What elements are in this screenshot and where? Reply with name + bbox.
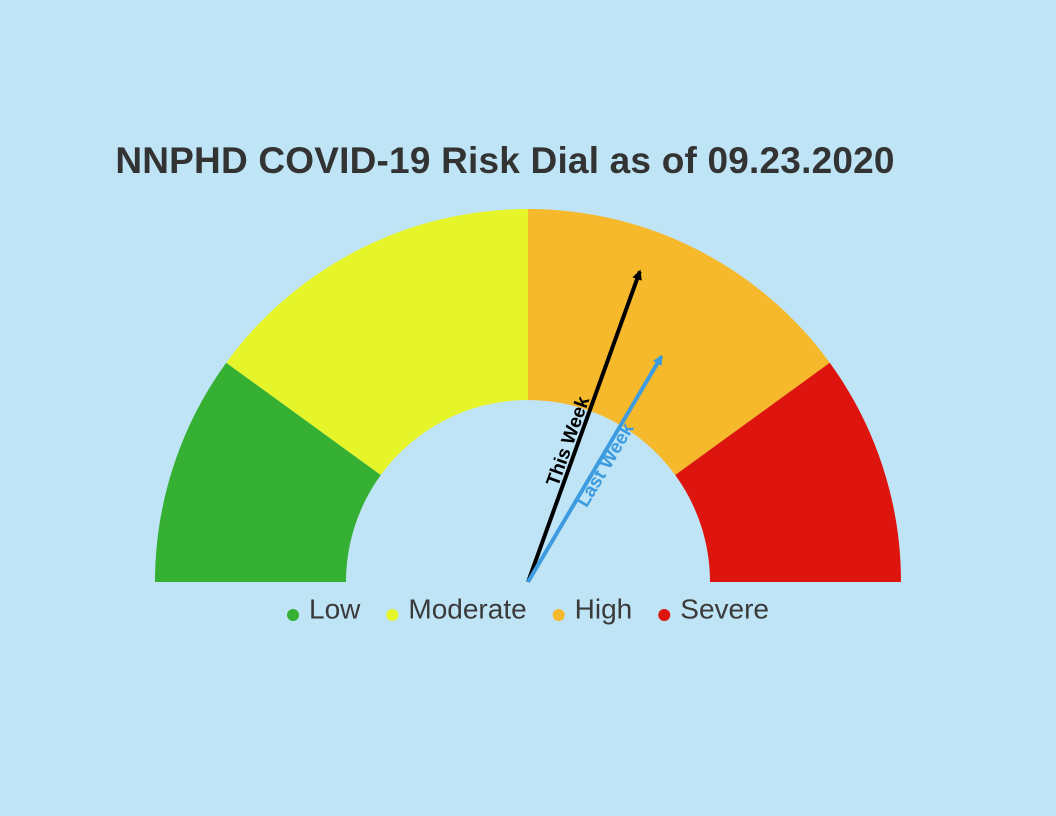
dial-segment-low: [155, 362, 381, 582]
legend-label-high: High: [575, 593, 633, 624]
needle-last-week: [526, 354, 664, 584]
legend-dot-moderate: [386, 609, 399, 621]
needle-this-week: [526, 269, 642, 583]
dial-segment-high: [528, 209, 830, 476]
legend-item-low: Low: [287, 593, 361, 624]
legend-dot-severe: [658, 609, 671, 621]
legend: Low Moderate High Severe: [287, 593, 769, 624]
legend-label-low: Low: [309, 593, 361, 624]
legend-dot-low: [287, 609, 300, 621]
legend-item-moderate: Moderate: [386, 593, 527, 624]
dial-segment-moderate: [226, 209, 528, 476]
legend-label-moderate: Moderate: [408, 593, 526, 624]
legend-dot-high: [552, 609, 565, 621]
legend-item-severe: Severe: [658, 593, 769, 624]
dial-segments: [155, 209, 901, 582]
legend-label-severe: Severe: [680, 593, 769, 624]
dial-segment-severe: [675, 362, 901, 582]
chart-title: NNPHD COVID-19 Risk Dial as of 09.23.202…: [115, 140, 895, 181]
legend-item-high: High: [552, 593, 633, 624]
